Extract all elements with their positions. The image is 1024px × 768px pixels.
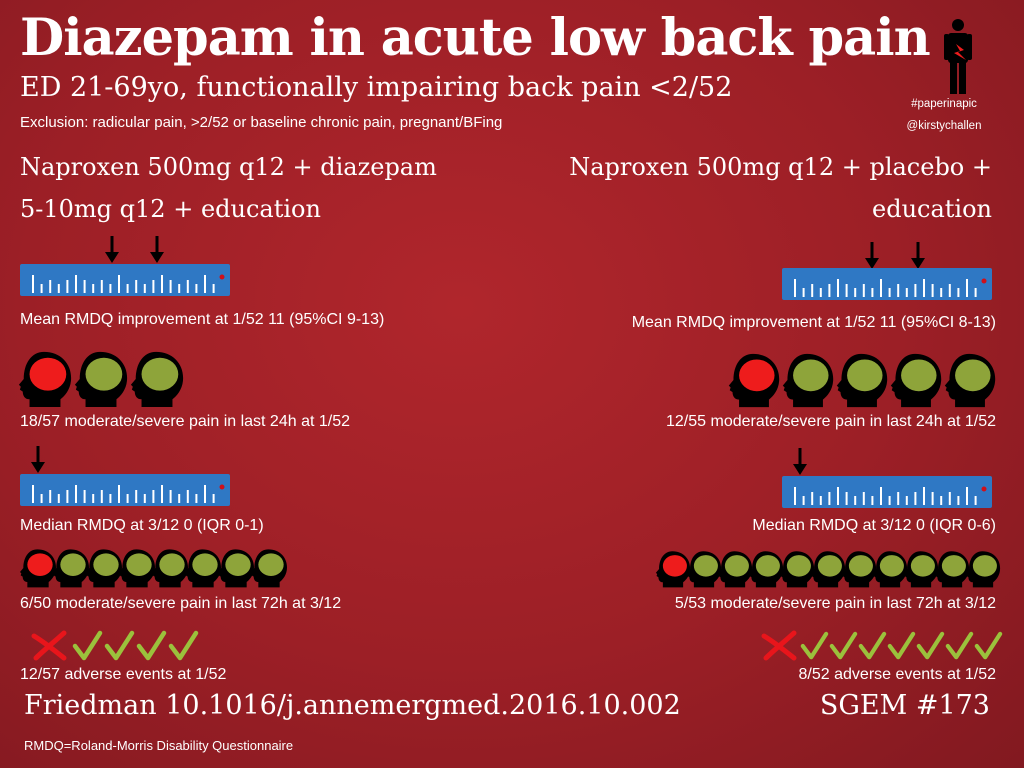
check-icon <box>858 631 887 660</box>
right-rmdq-improvement: Mean RMDQ improvement at 1/52 11 (95%CI … <box>631 314 996 331</box>
down-arrow-icon <box>911 242 925 269</box>
head-icon <box>748 551 784 588</box>
head-icon <box>119 549 155 588</box>
head-icon <box>655 551 691 588</box>
head-icon <box>810 551 846 588</box>
left-pain-3mo: 6/50 moderate/severe pain in last 72h at… <box>20 595 342 612</box>
ruler-icon <box>782 268 992 300</box>
ruler-icon <box>20 264 230 296</box>
head-icon <box>782 353 834 408</box>
head-icon <box>18 351 72 408</box>
down-arrow-icon <box>865 242 879 269</box>
cross-icon <box>761 630 797 661</box>
right-pain-3mo: 5/53 moderate/severe pain in last 72h at… <box>674 595 996 612</box>
left-pain-1wk: 18/57 moderate/severe pain in last 24h a… <box>20 413 350 430</box>
head-icon <box>185 549 221 588</box>
head-icon <box>841 551 877 588</box>
right-rmdq-median: Median RMDQ at 3/12 0 (IQR 0-6) <box>752 517 996 534</box>
head-icon <box>86 549 122 588</box>
check-icon <box>974 631 1003 660</box>
head-icon <box>152 549 188 588</box>
author-handle: @kirstychallen <box>906 120 982 132</box>
page-subtitle: ED 21-69yo, functionally impairing back … <box>20 72 733 103</box>
head-icon <box>717 551 753 588</box>
page-title: Diazepam in acute low back pain <box>20 8 931 68</box>
check-icon <box>72 630 103 661</box>
down-arrow-icon <box>105 236 119 263</box>
head-icon <box>251 549 287 588</box>
head-icon <box>53 549 89 588</box>
ruler-icon <box>782 476 992 508</box>
sgem-episode: SGEM #173 <box>819 690 990 721</box>
person-lightning-icon <box>944 19 972 94</box>
cross-icon <box>31 630 67 661</box>
right-arm-heading: Naproxen 500mg q12 + placebo + education <box>522 146 992 230</box>
down-arrow-icon <box>150 236 164 263</box>
check-icon <box>800 631 829 660</box>
right-arm-heading-line2: education <box>872 195 992 223</box>
head-icon <box>779 551 815 588</box>
left-rmdq-median: Median RMDQ at 3/12 0 (IQR 0-1) <box>20 517 264 534</box>
check-icon <box>104 630 135 661</box>
left-arm-heading: Naproxen 500mg q12 + diazepam 5-10mg q12… <box>20 146 500 230</box>
check-icon <box>887 631 916 660</box>
down-arrow-icon <box>793 448 807 475</box>
footnote: RMDQ=Roland-Morris Disability Questionna… <box>24 738 294 753</box>
head-icon <box>74 351 128 408</box>
head-icon <box>890 353 942 408</box>
head-icon <box>965 551 1001 588</box>
head-icon <box>728 353 780 408</box>
right-arm-heading-line1: Naproxen 500mg q12 + placebo + <box>569 153 992 181</box>
exclusion-criteria: Exclusion: radicular pain, >2/52 or base… <box>20 114 503 131</box>
head-icon <box>934 551 970 588</box>
head-icon <box>872 551 908 588</box>
left-adverse-events: 12/57 adverse events at 1/52 <box>20 666 227 683</box>
head-icon <box>218 549 254 588</box>
citation: Friedman 10.1016/j.annemergmed.2016.10.0… <box>24 690 681 721</box>
right-adverse-events: 8/52 adverse events at 1/52 <box>798 666 996 683</box>
left-arm-heading-line2: 5-10mg q12 + education <box>20 195 321 223</box>
check-icon <box>136 630 167 661</box>
check-icon <box>168 630 199 661</box>
left-arm-heading-line1: Naproxen 500mg q12 + diazepam <box>20 153 437 181</box>
hashtag: #paperinapic <box>911 98 977 110</box>
check-icon <box>916 631 945 660</box>
head-icon <box>130 351 184 408</box>
left-rmdq-improvement: Mean RMDQ improvement at 1/52 11 (95%CI … <box>20 311 385 328</box>
head-icon <box>944 353 996 408</box>
right-pain-1wk: 12/55 moderate/severe pain in last 24h a… <box>666 413 996 430</box>
head-icon <box>686 551 722 588</box>
head-icon <box>903 551 939 588</box>
check-icon <box>829 631 858 660</box>
check-icon <box>945 631 974 660</box>
down-arrow-icon <box>31 446 45 473</box>
ruler-icon <box>20 474 230 506</box>
head-icon <box>836 353 888 408</box>
head-icon <box>20 549 56 588</box>
